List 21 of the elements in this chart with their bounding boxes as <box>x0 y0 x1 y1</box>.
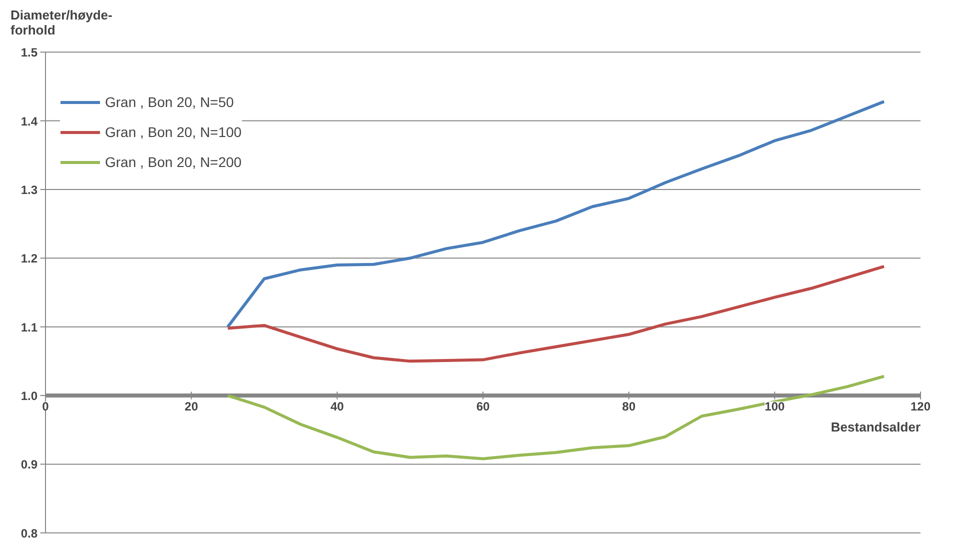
x-axis-title: Bestandsalder <box>830 420 921 435</box>
y-tick-label: 0.8 <box>20 526 38 540</box>
y-axis-title: Diameter/høyde- forhold <box>10 8 112 38</box>
y-tick-label: 1.3 <box>20 182 38 197</box>
y-tick-label: 0.9 <box>20 458 38 472</box>
line-series <box>226 264 886 363</box>
y-tick-label: 1.5 <box>20 46 38 60</box>
legend-label: Gran , Bon 20, N=50 <box>105 94 234 110</box>
y-tick-label: 1.2 <box>20 252 38 266</box>
x-tick-label: 120 <box>910 400 931 414</box>
y-tick-label: 1.4 <box>20 114 38 128</box>
x-tick-label: 100 <box>764 400 786 414</box>
legend-label: Gran , Bon 20, N=200 <box>105 154 242 170</box>
y-tick-label: 1.0 <box>20 389 38 404</box>
x-tick-label: 80 <box>622 400 636 414</box>
x-tick-label: 60 <box>476 400 490 414</box>
x-tick-label: 20 <box>184 400 198 414</box>
y-tick-label: 1.1 <box>20 320 38 334</box>
legend-label: Gran , Bon 20, N=100 <box>105 124 242 140</box>
x-tick-label: 40 <box>330 400 344 414</box>
x-tick-label: 0 <box>42 400 50 414</box>
